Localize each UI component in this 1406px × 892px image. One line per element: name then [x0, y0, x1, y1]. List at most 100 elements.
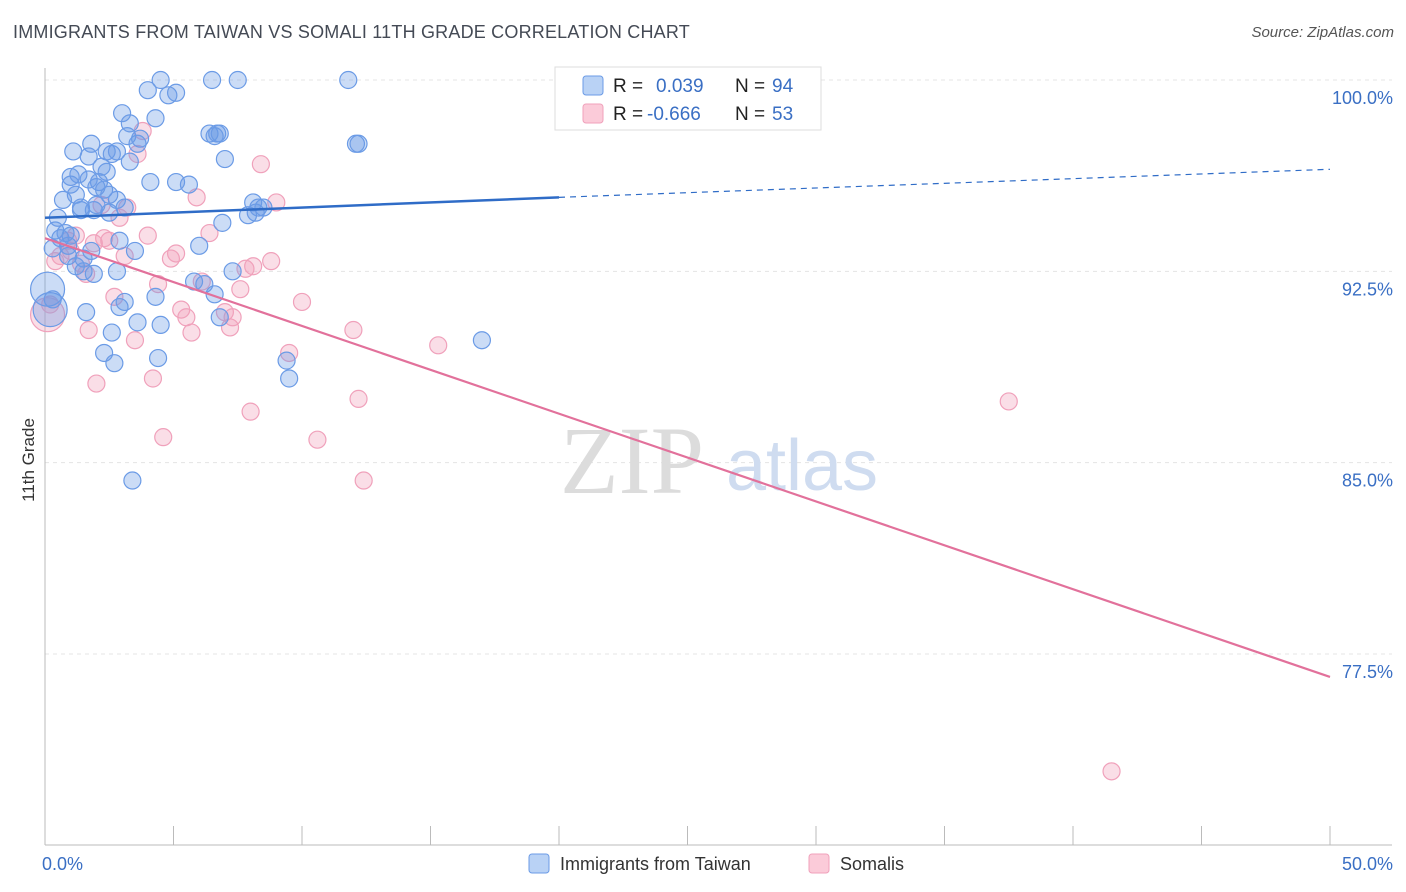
taiwan-point — [120, 114, 139, 133]
grid-lines — [45, 79, 1392, 655]
bottom-legend-label-taiwan: Immigrants from Taiwan — [560, 854, 751, 874]
y-tick-label: 92.5% — [1342, 279, 1393, 299]
somali-point — [125, 331, 145, 350]
taiwan-points — [29, 70, 491, 490]
taiwan-point — [43, 290, 62, 309]
stats-legend: R = 0.039 N = 94 R = -0.666 N = 53 — [554, 66, 822, 131]
somali-points — [29, 121, 1121, 781]
taiwan-point — [190, 236, 209, 255]
legend-n-label-taiwan: N = — [735, 76, 765, 97]
somali-point — [166, 244, 186, 263]
taiwan-point — [254, 198, 273, 217]
somali-point — [292, 292, 312, 312]
legend-r-label-taiwan: R = — [613, 76, 643, 97]
taiwan-point — [61, 226, 80, 245]
taiwan-point — [213, 213, 232, 232]
taiwan-point — [146, 287, 165, 306]
taiwan-point — [128, 313, 147, 332]
somali-point — [77, 264, 96, 283]
somali-point — [308, 430, 327, 449]
legend-r-label-somali: R = — [613, 104, 643, 125]
somali-point — [354, 471, 373, 490]
taiwan-point — [215, 149, 234, 169]
legend-n-value-somali: 53 — [772, 104, 793, 125]
somali-point — [87, 374, 106, 393]
taiwan-point — [277, 351, 296, 370]
series-legend: Immigrants from Taiwan Somalis — [528, 853, 904, 874]
bottom-legend-swatch-somali — [808, 853, 830, 874]
taiwan-point — [84, 264, 103, 283]
taiwan-point — [69, 165, 88, 184]
somali-point — [143, 369, 163, 388]
taiwan-point — [32, 292, 68, 328]
taiwan-point — [115, 198, 134, 217]
x-tick-label-max: 50.0% — [1342, 854, 1393, 874]
taiwan-point — [82, 134, 101, 153]
somali-point — [128, 144, 147, 164]
legend-swatch-somali — [582, 103, 604, 124]
taiwan-point — [110, 231, 129, 250]
somali-point — [51, 246, 70, 266]
taiwan-point — [472, 331, 491, 350]
taiwan-trendline-dashed — [558, 168, 1331, 198]
taiwan-point — [138, 81, 157, 100]
somali-point — [244, 257, 263, 276]
taiwan-point — [146, 109, 165, 128]
somali-point — [223, 308, 242, 327]
taiwan-point — [115, 292, 134, 312]
taiwan-point — [102, 323, 121, 342]
taiwan-point — [223, 262, 242, 281]
taiwan-point — [120, 152, 139, 171]
somali-point — [251, 155, 270, 174]
watermark: ZIP atlas — [560, 407, 878, 514]
y-tick-labels: 100.0% 92.5% 85.0% 77.5% — [1332, 88, 1393, 682]
taiwan-point — [151, 315, 170, 335]
taiwan-point — [228, 70, 247, 90]
taiwan-point — [112, 104, 132, 123]
taiwan-point — [339, 70, 358, 90]
taiwan-point — [102, 144, 121, 164]
taiwan-point — [74, 249, 93, 268]
taiwan-point — [95, 180, 114, 199]
y-tick-label: 85.0% — [1342, 471, 1393, 491]
somali-point — [231, 280, 250, 299]
legend-swatch-taiwan — [582, 75, 604, 96]
taiwan-point — [130, 129, 150, 148]
legend-n-value-taiwan: 94 — [772, 76, 794, 97]
somali-point — [161, 249, 181, 268]
taiwan-point — [107, 190, 127, 210]
trendlines — [44, 168, 1331, 679]
taiwan-point — [151, 70, 170, 90]
taiwan-point — [110, 297, 129, 317]
legend-r-value-taiwan: 0.039 — [656, 76, 704, 97]
taiwan-point — [148, 348, 168, 368]
watermark-zip: ZIP — [560, 407, 704, 514]
somali-point — [999, 392, 1018, 411]
somali-point — [1102, 762, 1121, 781]
taiwan-point — [210, 124, 229, 143]
chart-title: IMMIGRANTS FROM TAIWAN VS SOMALI 11TH GR… — [13, 22, 690, 42]
somali-point — [105, 287, 124, 306]
somali-point — [241, 402, 260, 421]
somali-point — [138, 226, 157, 245]
axes — [44, 68, 1392, 846]
somali-point — [344, 320, 363, 340]
taiwan-point — [128, 134, 147, 153]
taiwan-point — [95, 343, 114, 363]
taiwan-point — [210, 308, 229, 327]
somali-point — [349, 389, 368, 408]
somali-point — [177, 308, 196, 327]
taiwan-point — [166, 83, 186, 102]
somali-point — [154, 428, 173, 447]
taiwan-point — [205, 127, 224, 146]
watermark-atlas: atlas — [726, 426, 878, 506]
taiwan-point — [123, 471, 142, 490]
taiwan-trendline-solid — [44, 196, 560, 220]
taiwan-point — [64, 142, 83, 161]
taiwan-point — [59, 246, 78, 266]
legend-r-value-somali: -0.666 — [647, 104, 701, 125]
x-tick-label-min: 0.0% — [42, 854, 83, 874]
y-tick-label: 77.5% — [1342, 662, 1393, 682]
somali-trendline — [44, 237, 1331, 679]
